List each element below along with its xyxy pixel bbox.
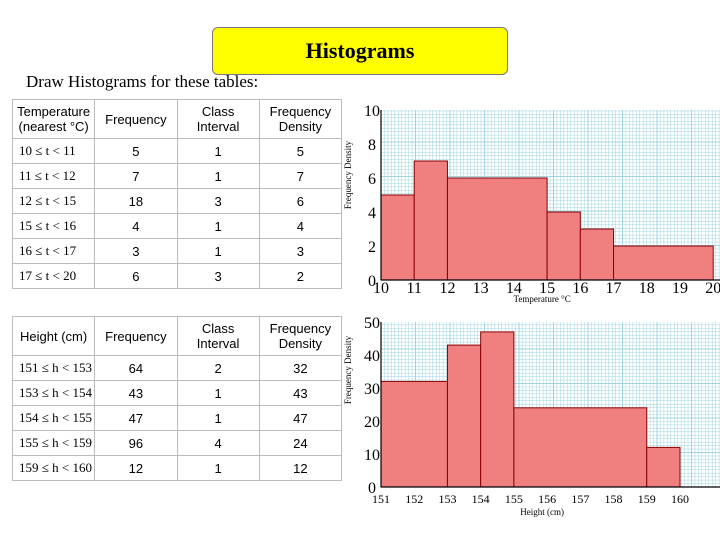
table-header-cell: Class Interval (176, 316, 260, 356)
histogram-bar (646, 446, 681, 488)
table-cell: 96 (94, 430, 178, 456)
y-tick-label: 0 (368, 480, 376, 497)
table-header-cell: Class Interval (176, 99, 260, 139)
table-cell: 153 ≤ h < 154 (11, 380, 96, 406)
table-cell: 1 (176, 163, 260, 189)
table-cell: 6 (94, 263, 178, 289)
x-tick-label: 19 (672, 280, 688, 297)
table-cell: 3 (258, 238, 343, 264)
x-tick-label: 13 (473, 280, 489, 297)
x-tick-label: 16 (572, 280, 588, 297)
x-axis-label: Temperature °C (514, 294, 571, 304)
table-row: 153 ≤ h < 154 43 1 43 (11, 380, 343, 406)
table-row: 16 ≤ t < 17 3 1 3 (11, 238, 343, 264)
histogram-bar (546, 211, 581, 281)
table-row: 154 ≤ h < 155 47 1 47 (11, 405, 343, 431)
x-tick-label: 152 (405, 492, 423, 506)
histogram-bar (579, 228, 615, 281)
table-cell: 155 ≤ h < 159 (11, 430, 96, 456)
table-header-cell: Frequency (94, 316, 178, 356)
table-cell: 1 (176, 238, 260, 264)
x-tick-label: 160 (671, 492, 689, 506)
histogram-bar (480, 331, 515, 488)
table-cell: 64 (94, 355, 178, 381)
height-table: Height (cm) Frequency Class Interval Fre… (11, 316, 343, 481)
table-row: 159 ≤ h < 160 12 1 12 (11, 455, 343, 481)
y-tick-label: 6 (368, 171, 376, 188)
table-row: 17 ≤ t < 20 6 3 2 (11, 263, 343, 289)
x-tick-label: 158 (605, 492, 623, 506)
y-tick-label: 30 (364, 381, 380, 398)
table-cell: 7 (258, 163, 343, 189)
x-tick-label: 12 (439, 280, 455, 297)
x-tick-label: 151 (372, 492, 390, 506)
table-row: 11 ≤ t < 12 7 1 7 (11, 163, 343, 189)
x-tick-label: 155 (505, 492, 523, 506)
table-cell: 47 (258, 405, 343, 431)
table-cell: 43 (94, 380, 178, 406)
x-tick-label: 14 (506, 280, 522, 297)
x-tick-label: 10 (373, 280, 389, 297)
table-header-row: Height (cm) Frequency Class Interval Fre… (11, 316, 343, 356)
table-cell: 47 (94, 405, 178, 431)
y-tick-label: 50 (364, 315, 380, 332)
table-cell: 1 (176, 405, 260, 431)
x-tick-label: 154 (472, 492, 490, 506)
title-banner: Histograms (212, 27, 508, 75)
table-header-cell: Height (cm) (11, 316, 96, 356)
x-tick-label: 17 (606, 280, 622, 297)
table-cell: 159 ≤ h < 160 (11, 455, 96, 481)
y-axis-label: Frequency Density (343, 335, 353, 404)
y-tick-label: 20 (364, 414, 380, 431)
table-row: 15 ≤ t < 16 4 1 4 (11, 213, 343, 239)
page-title: Histograms (305, 38, 415, 63)
x-tick-label: 11 (407, 280, 422, 297)
y-axis-label: Frequency Density (343, 140, 353, 209)
table-cell: 4 (258, 213, 343, 239)
y-tick-label: 0 (368, 273, 376, 290)
x-tick-label: 153 (438, 492, 456, 506)
table-cell: 12 ≤ t < 15 (11, 188, 96, 214)
histogram-bar (513, 407, 648, 488)
histogram-bar (446, 344, 482, 488)
y-tick-label: 2 (368, 239, 376, 256)
y-tick-label: 10 (364, 447, 380, 464)
table-cell: 16 ≤ t < 17 (11, 238, 96, 264)
table-cell: 12 (258, 455, 343, 481)
histogram-bar (380, 194, 415, 281)
table-header-cell: Temperature (nearest °C) (11, 99, 96, 139)
table-cell: 18 (94, 188, 178, 214)
x-tick-label: 159 (638, 492, 656, 506)
x-tick-label: 157 (571, 492, 589, 506)
table-header-cell: Frequency Density (258, 316, 343, 356)
table-cell: 3 (94, 238, 178, 264)
table-header-row: Temperature (nearest °C) Frequency Class… (11, 99, 343, 139)
x-tick-label: 20 (705, 280, 720, 297)
y-tick-label: 40 (364, 348, 380, 365)
histogram-bar (613, 245, 714, 281)
x-tick-label: 15 (539, 280, 555, 297)
temperature-table: Temperature (nearest °C) Frequency Class… (11, 99, 343, 289)
x-tick-label: 18 (639, 280, 655, 297)
y-tick-label: 8 (368, 137, 376, 154)
table-cell: 12 (94, 455, 178, 481)
table-cell: 11 ≤ t < 12 (11, 163, 96, 189)
histogram-bar (446, 177, 548, 281)
table-cell: 3 (176, 263, 260, 289)
table-cell: 32 (258, 355, 343, 381)
y-tick-label: 10 (364, 103, 380, 120)
histogram-bar (380, 380, 448, 488)
x-axis-label: Height (cm) (520, 507, 564, 517)
instruction-text: Draw Histograms for these tables: (26, 72, 259, 91)
table-header-cell: Frequency Density (258, 99, 343, 139)
table-row: 155 ≤ h < 159 96 4 24 (11, 430, 343, 456)
histogram-bar (413, 160, 448, 281)
table-row: 12 ≤ t < 15 18 3 6 (11, 188, 343, 214)
y-tick-label: 4 (368, 205, 376, 222)
table-cell: 43 (258, 380, 343, 406)
x-tick-label: 156 (538, 492, 556, 506)
table-cell: 17 ≤ t < 20 (11, 263, 96, 289)
table-cell: 2 (258, 263, 343, 289)
